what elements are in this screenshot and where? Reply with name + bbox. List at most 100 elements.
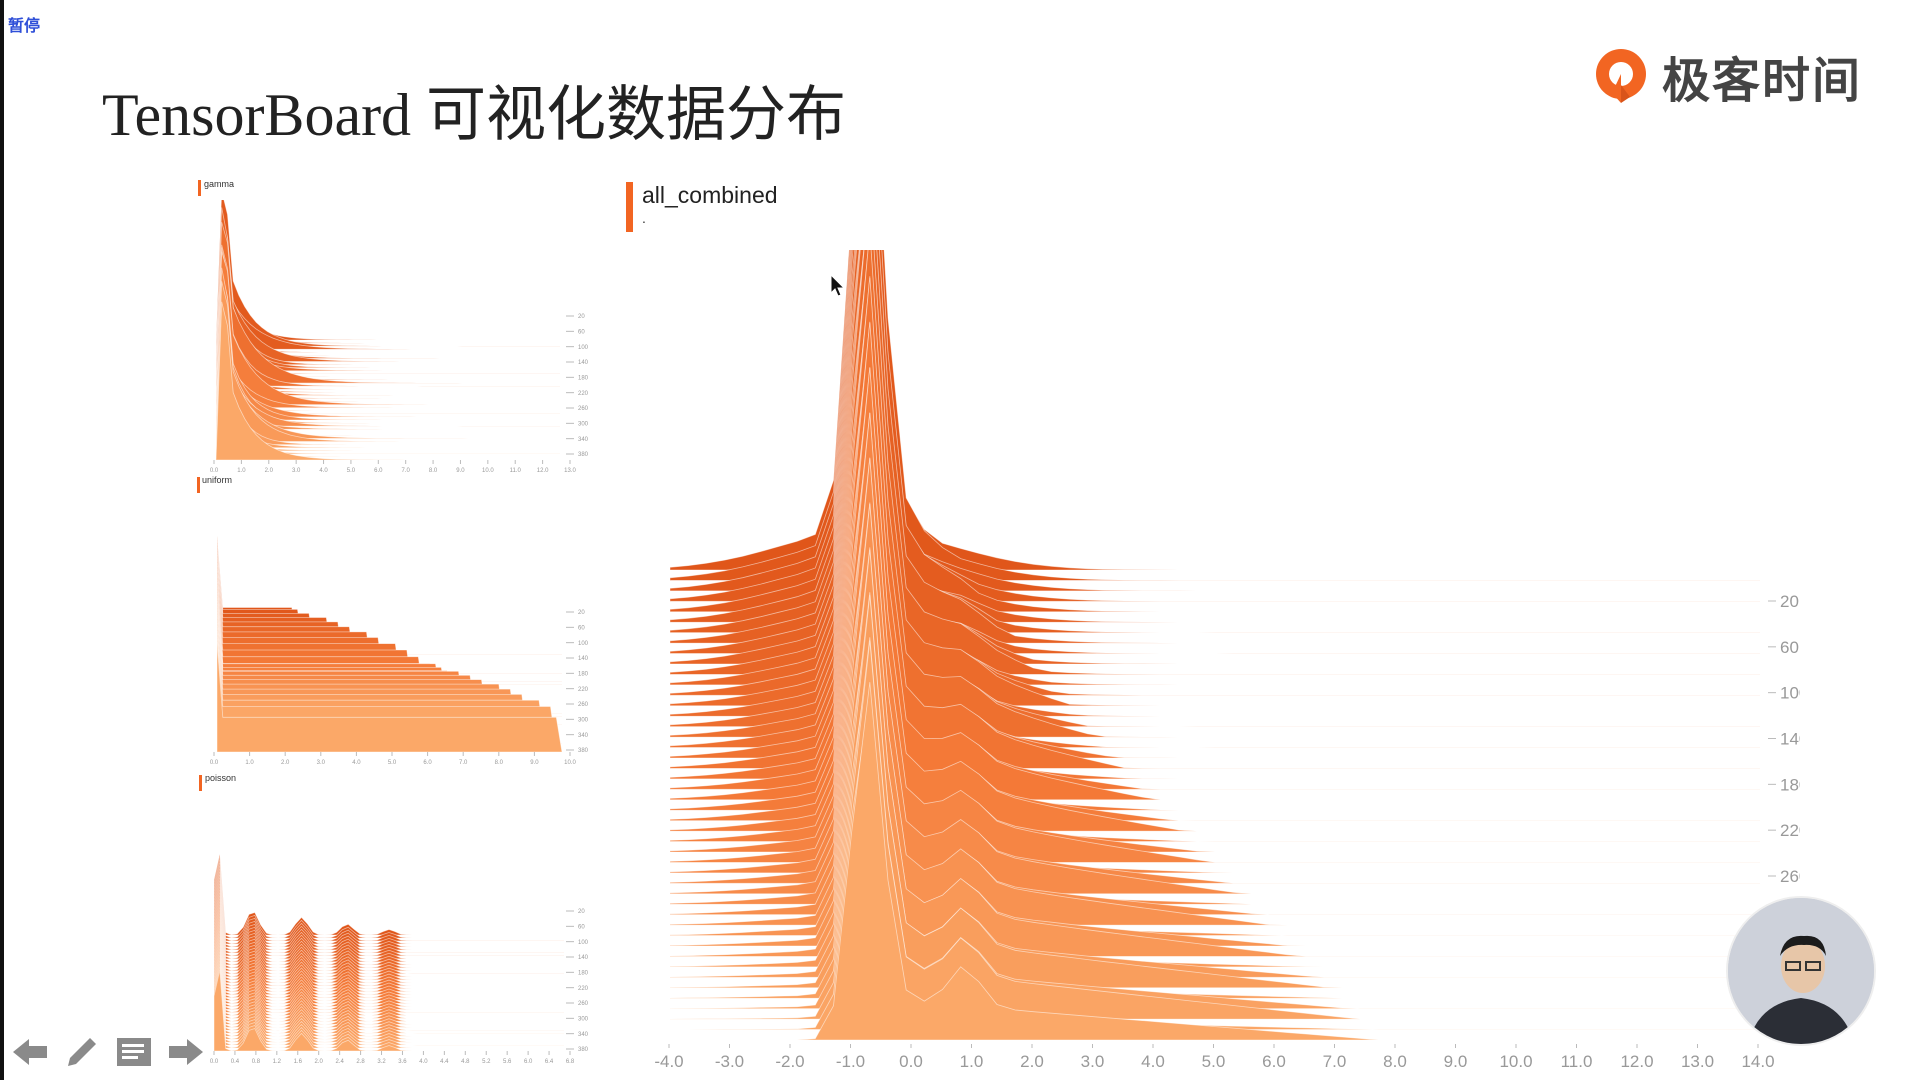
x-axis-tick-label: 6.0 xyxy=(374,468,383,474)
x-axis-tick-label: 12.0 xyxy=(537,468,549,474)
x-axis-tick-label: 3.0 xyxy=(292,468,301,474)
x-axis-tick-label: 5.0 xyxy=(388,760,397,766)
x-axis-tick-label: 9.0 xyxy=(530,760,539,766)
x-axis-tick-label: 3.0 xyxy=(1081,1052,1105,1070)
arrow-left-icon xyxy=(13,1039,47,1065)
x-axis-tick-label: 1.0 xyxy=(960,1052,984,1070)
x-axis-tick-label: 14.0 xyxy=(1741,1052,1774,1070)
x-axis-tick-label: 4.0 xyxy=(352,760,361,766)
x-axis-tick-label: 7.0 xyxy=(402,468,411,474)
y-axis-tick-label: 380 xyxy=(578,1047,589,1053)
x-axis-tick-label: 6.8 xyxy=(566,1059,575,1065)
x-axis-tick-label: 11.0 xyxy=(1561,1052,1593,1070)
x-axis-tick-label: 1.6 xyxy=(294,1059,303,1065)
x-axis-tick-label: 4.0 xyxy=(419,1059,428,1065)
y-axis-tick-label: 300 xyxy=(578,421,589,427)
distribution-ridge xyxy=(669,650,1761,999)
y-axis-tick-label: 340 xyxy=(578,733,589,739)
distribution-ridge xyxy=(669,559,1761,936)
x-axis-tick-label: 11.0 xyxy=(510,468,522,474)
x-axis-tick-label: 10.0 xyxy=(482,468,494,474)
x-axis-tick-label: -4.0 xyxy=(654,1052,683,1070)
uniform-distribution-chart: 0.0 1.0 2.0 3.0 4.0 5.0 6.0 7.0 8.0 9.0 10.0 20 60 10… xyxy=(210,535,589,766)
x-axis-tick-label: 2.4 xyxy=(335,1059,344,1065)
distribution-ridge xyxy=(669,322,1761,790)
distribution-ridge xyxy=(669,502,1761,916)
presenter-avatar xyxy=(1728,898,1874,1044)
x-axis-tick-label: 4.0 xyxy=(1141,1052,1165,1070)
distribution-ridge xyxy=(669,250,1761,686)
notes-button[interactable] xyxy=(114,1032,154,1072)
x-axis-tick-label: -1.0 xyxy=(836,1052,865,1070)
distribution-ridge xyxy=(669,367,1761,822)
distribution-ridge xyxy=(215,200,561,344)
y-axis-tick-label: 300 xyxy=(578,717,589,723)
distribution-ridge xyxy=(669,547,1760,947)
y-axis-tick-label: 260 xyxy=(1780,867,1800,886)
y-axis-tick-label: 140 xyxy=(578,360,589,366)
x-axis-tick-label: 0.0 xyxy=(899,1052,923,1070)
distribution-ridge xyxy=(215,251,561,406)
x-axis-tick-label: 10.0 xyxy=(564,760,576,766)
distribution-ridge xyxy=(669,286,1761,748)
distribution-ridge xyxy=(669,250,1761,738)
y-axis-tick-label: 60 xyxy=(578,924,585,930)
distribution-ridge xyxy=(669,695,1761,1030)
distribution-ridge xyxy=(669,514,1761,905)
distribution-ridge xyxy=(669,321,1761,801)
x-axis-tick-label: 3.0 xyxy=(317,760,326,766)
x-axis-tick-label: 0.0 xyxy=(210,760,219,766)
next-slide-button[interactable] xyxy=(166,1032,206,1072)
distribution-ridge xyxy=(669,605,1761,968)
y-axis-tick-label: 20 xyxy=(578,610,585,616)
distribution-ridge xyxy=(669,423,1761,842)
poisson-distribution-chart: 0.0 0.4 0.8 1.2 1.6 2.0 2.4 2.8 3.2 3.6 4.0 4.4 4.8 5… xyxy=(210,854,589,1065)
x-axis-tick-label: 12.0 xyxy=(1620,1052,1653,1070)
x-axis-tick-label: 2.0 xyxy=(265,468,274,474)
distribution-ridge xyxy=(669,592,1761,978)
x-axis-tick-label: 6.0 xyxy=(1262,1052,1286,1070)
pen-tool-button[interactable] xyxy=(62,1032,102,1072)
y-axis-tick-label: 140 xyxy=(578,955,589,961)
distribution-ridge xyxy=(669,412,1761,863)
y-axis-tick-label: 100 xyxy=(578,940,589,946)
distribution-ridge xyxy=(215,281,561,442)
distribution-ridge xyxy=(216,641,563,753)
x-axis-tick-label: 4.8 xyxy=(461,1059,470,1065)
x-axis-tick-label: 8.0 xyxy=(1383,1052,1407,1070)
x-axis-tick-label: 2.0 xyxy=(281,760,290,766)
geektime-logo: 极客时间 xyxy=(1590,40,1862,112)
prev-slide-button[interactable] xyxy=(10,1032,50,1072)
pause-badge[interactable]: 暂停 xyxy=(8,18,41,35)
x-axis-tick-label: 2.0 xyxy=(315,1059,324,1065)
y-axis-tick-label: 100 xyxy=(578,345,589,351)
y-axis-tick-label: 60 xyxy=(1780,638,1799,657)
y-axis-tick-label: 340 xyxy=(578,437,589,443)
x-axis-tick-label: 2.0 xyxy=(1020,1052,1044,1070)
x-axis-tick-label: 13.0 xyxy=(564,468,576,474)
y-axis-tick-label: 60 xyxy=(578,329,585,335)
x-axis-tick-label: 7.0 xyxy=(459,760,468,766)
distribution-ridge xyxy=(213,854,564,936)
arrow-right-icon xyxy=(169,1039,203,1065)
distribution-ridge xyxy=(669,412,1760,853)
y-axis-tick-label: 220 xyxy=(578,687,589,693)
x-axis-tick-label: 6.0 xyxy=(423,760,432,766)
x-axis-tick-label: 6.4 xyxy=(545,1059,554,1065)
y-axis-tick-label: 220 xyxy=(578,391,589,397)
y-axis-tick-label: 380 xyxy=(578,452,589,458)
panel-color-tag xyxy=(197,477,200,493)
notes-icon xyxy=(117,1038,151,1066)
distribution-ridge xyxy=(669,549,1761,957)
x-axis-tick-label: 4.0 xyxy=(319,468,328,474)
x-axis-tick-label: 3.2 xyxy=(377,1059,386,1065)
x-axis-tick-label: 1.0 xyxy=(237,468,246,474)
mouse-cursor-icon xyxy=(830,273,846,303)
distribution-ridge xyxy=(215,301,560,461)
y-axis-tick-label: 260 xyxy=(578,702,589,708)
y-axis-tick-label: 180 xyxy=(578,970,589,976)
y-axis-tick-label: 300 xyxy=(578,1016,589,1022)
y-axis-tick-label: 180 xyxy=(578,671,589,677)
x-axis-tick-label: 2.8 xyxy=(356,1059,365,1065)
x-axis-tick-label: 5.6 xyxy=(503,1059,512,1065)
